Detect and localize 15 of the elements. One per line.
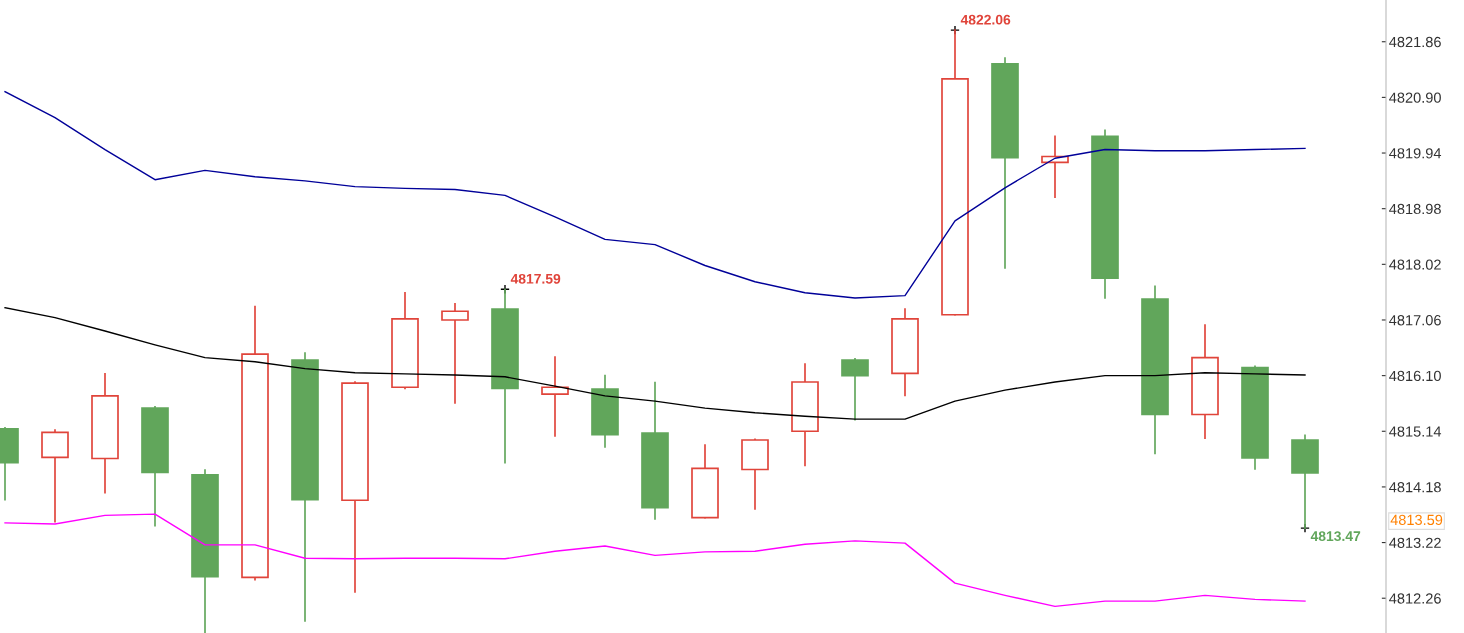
y-tick-label: 4818.98 bbox=[1389, 203, 1441, 215]
y-tick-label: 4812.26 bbox=[1389, 593, 1441, 604]
annotation: 4822.06 bbox=[960, 14, 1011, 25]
text: 4813.59 bbox=[1390, 514, 1443, 526]
y-tick-label: 4819.94 bbox=[1389, 148, 1442, 159]
y-tick-label: 4817.06 bbox=[1389, 315, 1441, 326]
y-tick-label: 4821.86 bbox=[1389, 36, 1441, 48]
y-tick-label: 4815.14 bbox=[1389, 426, 1442, 437]
y-tick-label: 4816.10 bbox=[1389, 370, 1441, 382]
y-tick-label: 4820.90 bbox=[1389, 92, 1441, 103]
y-tick-label: 4814.18 bbox=[1389, 482, 1441, 493]
y-tick-label: 4818.02 bbox=[1389, 259, 1441, 270]
annotation: 4817.59 bbox=[510, 273, 561, 284]
annotation: 4813.47 bbox=[1310, 531, 1361, 542]
y-tick-label: 4813.22 bbox=[1389, 537, 1441, 548]
